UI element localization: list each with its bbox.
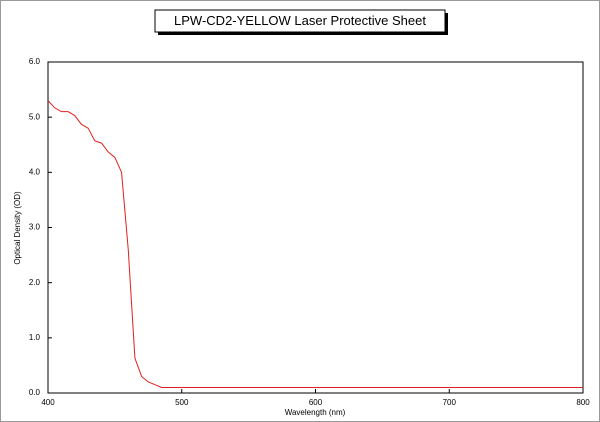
x-tick-label: 600 (309, 398, 323, 407)
x-tick-label: 400 (41, 398, 55, 407)
y-tick-label: 0.0 (29, 388, 41, 397)
y-axis-label: Optical Density (OD) (13, 191, 22, 265)
y-tick-label: 1.0 (29, 333, 41, 342)
chart-title: LPW-CD2-YELLOW Laser Protective Sheet (174, 13, 426, 28)
x-tick-label: 500 (175, 398, 189, 407)
data-line (47, 100, 583, 388)
x-tick-label: 700 (443, 398, 457, 407)
y-tick-label: 4.0 (29, 167, 41, 176)
title-box (154, 9, 446, 33)
y-tick-label: 2.0 (29, 278, 41, 287)
x-axis-label: Wavelength (nm) (285, 408, 346, 417)
y-tick-label: 3.0 (29, 223, 41, 232)
x-tick-label: 800 (576, 398, 590, 407)
y-tick-label: 5.0 (29, 112, 41, 121)
y-tick-label: 6.0 (29, 57, 41, 66)
